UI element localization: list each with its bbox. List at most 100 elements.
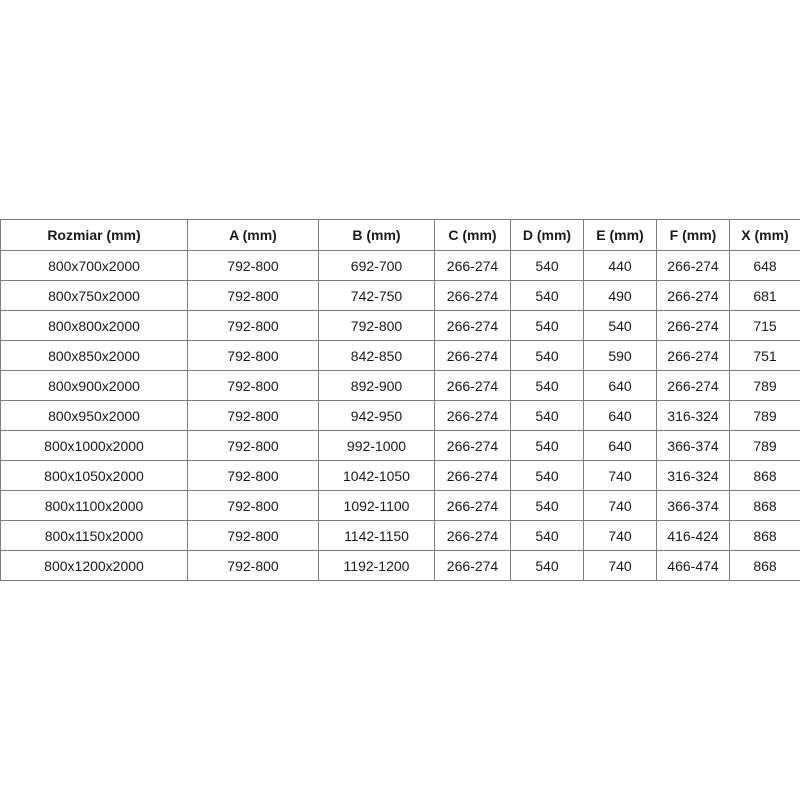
table-cell: 540: [510, 520, 584, 551]
table-cell: 751: [729, 340, 800, 371]
table-cell: 266-274: [656, 340, 730, 371]
table-cell: 440: [583, 250, 657, 281]
table-cell: 1092-1100: [318, 490, 435, 521]
table-cell: 792-800: [187, 340, 319, 371]
table-cell: 742-750: [318, 280, 435, 311]
table-cell: 266-274: [434, 550, 511, 581]
table-cell: 792-800: [318, 310, 435, 341]
table-row: 800x750x2000 792-800 742-750 266-274 540 490 2…: [0, 280, 800, 311]
table-cell: 266-274: [434, 280, 511, 311]
table-cell: 800x1150x2000: [0, 520, 188, 551]
table-cell: 681: [729, 280, 800, 311]
table-cell: 1142-1150: [318, 520, 435, 551]
table-cell: 648: [729, 250, 800, 281]
table-cell: 266-274: [434, 340, 511, 371]
table-cell: 266-274: [656, 370, 730, 401]
table-cell: 540: [583, 310, 657, 341]
table-cell: 540: [510, 310, 584, 341]
table-row: 800x900x2000 792-800 892-900 266-274 540 640 2…: [0, 370, 800, 401]
table-cell: 266-274: [434, 490, 511, 521]
column-header: B (mm): [318, 219, 435, 251]
table-cell: 800x850x2000: [0, 340, 188, 371]
table-cell: 540: [510, 460, 584, 491]
table-cell: 800x900x2000: [0, 370, 188, 401]
table-row: 800x950x2000 792-800 942-950 266-274 540 640 3…: [0, 400, 800, 431]
table-row: 800x700x2000 792-800 692-700 266-274 540 440 2…: [0, 250, 800, 281]
table-cell: 540: [510, 370, 584, 401]
table-cell: 792-800: [187, 250, 319, 281]
table-cell: 892-900: [318, 370, 435, 401]
table-cell: 266-274: [656, 280, 730, 311]
table-cell: 800x1200x2000: [0, 550, 188, 581]
table-cell: 992-1000: [318, 430, 435, 461]
table-cell: 590: [583, 340, 657, 371]
table-cell: 792-800: [187, 430, 319, 461]
table-cell: 942-950: [318, 400, 435, 431]
table-cell: 316-324: [656, 400, 730, 431]
table-cell: 800x750x2000: [0, 280, 188, 311]
table-cell: 868: [729, 520, 800, 551]
table-cell: 800x950x2000: [0, 400, 188, 431]
table-cell: 800x700x2000: [0, 250, 188, 281]
table-cell: 366-374: [656, 430, 730, 461]
table-cell: 740: [583, 460, 657, 491]
table-cell: 792-800: [187, 400, 319, 431]
table-cell: 792-800: [187, 310, 319, 341]
column-header: D (mm): [510, 219, 584, 251]
column-header: E (mm): [583, 219, 657, 251]
table-cell: 640: [583, 430, 657, 461]
table-cell: 1042-1050: [318, 460, 435, 491]
table-cell: 800x1000x2000: [0, 430, 188, 461]
table-cell: 792-800: [187, 280, 319, 311]
column-header: A (mm): [187, 219, 319, 251]
table-cell: 540: [510, 430, 584, 461]
table-cell: 792-800: [187, 520, 319, 551]
table-cell: 792-800: [187, 490, 319, 521]
table-row: 800x1200x2000 792-800 1192-1200 266-274 540 7…: [0, 550, 800, 581]
table-cell: 266-274: [434, 370, 511, 401]
column-header: F (mm): [656, 219, 730, 251]
header-row: Rozmiar (mm) A (mm) B (mm) C (mm) D (mm) E (m…: [0, 219, 800, 251]
table-cell: 800x1050x2000: [0, 460, 188, 491]
size-spec-table: Rozmiar (mm) A (mm) B (mm) C (mm) D (mm) E (m…: [0, 219, 800, 581]
table-row: 800x800x2000 792-800 792-800 266-274 540 540 2…: [0, 310, 800, 341]
table-cell: 540: [510, 490, 584, 521]
table-cell: 800x800x2000: [0, 310, 188, 341]
table-cell: 789: [729, 430, 800, 461]
table-cell: 540: [510, 550, 584, 581]
table-cell: 1192-1200: [318, 550, 435, 581]
table-cell: 266-274: [434, 310, 511, 341]
table-cell: 692-700: [318, 250, 435, 281]
table-cell: 540: [510, 250, 584, 281]
table-cell: 416-424: [656, 520, 730, 551]
table-cell: 640: [583, 400, 657, 431]
table-cell: 740: [583, 520, 657, 551]
table-cell: 868: [729, 550, 800, 581]
table-cell: 715: [729, 310, 800, 341]
table-cell: 266-274: [434, 250, 511, 281]
table-row: 800x1000x2000 792-800 992-1000 266-274 540 64…: [0, 430, 800, 461]
table-row: 800x1100x2000 792-800 1092-1100 266-274 540 7…: [0, 490, 800, 521]
table-header: Rozmiar (mm) A (mm) B (mm) C (mm) D (mm) E (m…: [0, 219, 800, 251]
table-cell: 868: [729, 460, 800, 491]
table-cell: 266-274: [434, 460, 511, 491]
table-cell: 800x1100x2000: [0, 490, 188, 521]
table-cell: 792-800: [187, 550, 319, 581]
table-cell: 640: [583, 370, 657, 401]
table-cell: 740: [583, 490, 657, 521]
table-cell: 366-374: [656, 490, 730, 521]
table-cell: 266-274: [434, 520, 511, 551]
column-header: C (mm): [434, 219, 511, 251]
table-row: 800x850x2000 792-800 842-850 266-274 540 590 2…: [0, 340, 800, 371]
table-cell: 792-800: [187, 370, 319, 401]
table-cell: 789: [729, 400, 800, 431]
table-cell: 540: [510, 340, 584, 371]
table-cell: 789: [729, 370, 800, 401]
table-cell: 740: [583, 550, 657, 581]
table-cell: 266-274: [434, 400, 511, 431]
table-cell: 466-474: [656, 550, 730, 581]
table-cell: 842-850: [318, 340, 435, 371]
table-cell: 316-324: [656, 460, 730, 491]
table-cell: 266-274: [656, 310, 730, 341]
